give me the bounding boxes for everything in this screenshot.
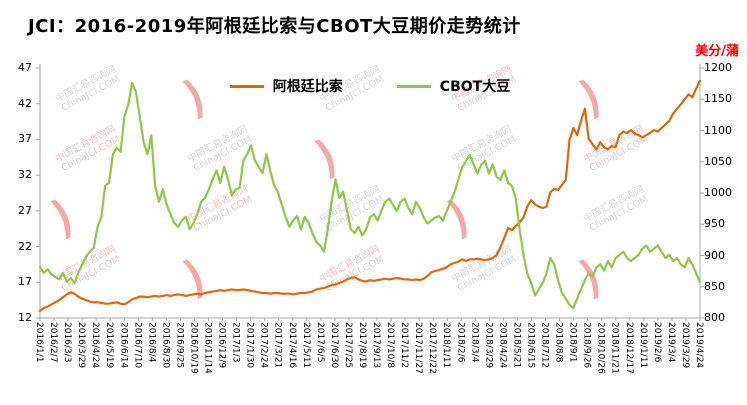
x-axis-tick-label: 2019/1/11 <box>637 322 648 369</box>
x-axis-tick-label: 2016/3/3 <box>62 322 73 363</box>
x-axis-tick-label: 2018/3/4 <box>469 322 480 363</box>
x-axis-tick-label: 2016/9/25 <box>174 322 185 369</box>
x-axis-tick-label: 2019/3/29 <box>679 322 690 369</box>
y-axis-tick-label-right: 1100 <box>704 123 732 137</box>
legend-item-soybean: CBOT大豆 <box>396 76 511 96</box>
x-axis-tick-label: 2018/9/26 <box>581 322 592 369</box>
x-axis-tick-label: 2016/10/19 <box>188 322 199 374</box>
x-axis-tick-label: 2016/4/24 <box>90 322 101 369</box>
x-axis-tick-label: 2018/3/29 <box>483 322 494 369</box>
peso-line-swatch <box>229 84 264 88</box>
x-axis-tick-label: 2017/4/16 <box>286 322 297 369</box>
x-axis-tick-label: 2016/3/29 <box>76 322 87 369</box>
y-axis-tick-label-left: 42 <box>18 96 32 110</box>
x-axis-tick-label: 2018/5/21 <box>511 322 522 369</box>
x-axis-tick-label: 2017/3/21 <box>272 322 283 369</box>
y-axis-tick-label-left: 12 <box>18 311 32 324</box>
x-axis-tick-label: 2017/10/8 <box>385 322 396 369</box>
x-axis-tick-label: 2018/7/12 <box>539 322 550 369</box>
x-axis-tick-label: 2017/2/24 <box>258 322 269 369</box>
y-axis-tick-label-left: 22 <box>18 239 32 253</box>
x-axis-tick-label: 2016/6/14 <box>118 322 129 369</box>
y-axis-tick-label-left: 47 <box>18 61 32 74</box>
right-axis-unit-label: 美分/蒲 <box>695 44 739 59</box>
legend-item-peso: 阿根廷比索 <box>229 76 343 96</box>
y-axis-tick-label-right: 1150 <box>704 92 732 106</box>
x-axis-tick-label: 2016/5/19 <box>104 322 115 369</box>
x-axis-tick-label: 2016/2/7 <box>48 322 59 363</box>
x-axis-tick-label: 2018/8/8 <box>553 322 564 363</box>
x-axis-tick-label: 2016/8/30 <box>160 322 171 369</box>
y-axis-tick-label-right: 1000 <box>704 186 732 199</box>
x-axis-tick-label: 2019/3/4 <box>665 322 676 363</box>
x-axis-tick-label: 2017/6/30 <box>328 322 339 369</box>
x-axis-tick-label: 2017/11/2 <box>399 322 410 369</box>
x-axis-tick-label: 2017/1/30 <box>244 322 255 369</box>
y-axis-tick-label-right: 1050 <box>704 154 732 168</box>
series-line-peso <box>38 79 702 312</box>
x-axis-tick-label: 2016/8/4 <box>146 322 157 363</box>
x-axis-tick-label: 2018/10/26 <box>595 322 606 374</box>
x-axis-tick-label: 2017/5/11 <box>300 322 311 369</box>
x-axis-tick-label: 2017/8/19 <box>356 322 367 369</box>
y-axis-tick-label-right: 850 <box>704 279 725 293</box>
x-axis-tick-label: 2018/2/6 <box>455 322 466 363</box>
x-axis-tick-label: 2017/6/5 <box>314 322 325 363</box>
x-axis-tick-label: 2017/12/22 <box>427 322 438 374</box>
x-axis-tick-label: 2019/2/6 <box>651 322 662 363</box>
x-axis-tick-label: 2018/11/21 <box>609 322 620 374</box>
x-axis-tick-label: 2018/6/15 <box>525 322 536 369</box>
legend-label-soybean: CBOT大豆 <box>439 79 511 95</box>
legend-label-peso: 阿根廷比索 <box>272 79 343 95</box>
x-axis-tick-label: 2018/4/24 <box>497 322 508 369</box>
x-axis-tick-label: 2017/11/27 <box>413 322 424 374</box>
x-axis-tick-label: 2016/7/10 <box>132 322 143 369</box>
x-axis-tick-label: 2018/9/1 <box>567 322 578 363</box>
y-axis-tick-label-left: 17 <box>18 275 32 289</box>
legend: 阿根廷比索 CBOT大豆 <box>170 76 570 96</box>
x-axis-tick-label: 2017/7/25 <box>342 322 353 369</box>
x-axis-tick-label: 2016/12/9 <box>216 322 227 369</box>
y-axis-tick-label-left: 27 <box>18 203 32 217</box>
y-axis-tick-label-right: 900 <box>704 248 725 262</box>
x-axis-tick-label: 2017/1/3 <box>230 322 241 363</box>
x-axis-tick-label: 2017/9/13 <box>371 322 382 369</box>
x-axis-tick-label: 2018/12/17 <box>623 322 634 374</box>
x-axis-tick-label: 2019/4/24 <box>694 322 704 369</box>
x-axis-tick-label: 2018/1/11 <box>441 322 452 369</box>
chart-title: JCI：2016-2019年阿根廷比索与CBOT大豆期价走势统计 <box>28 16 521 37</box>
soybean-line-swatch <box>396 84 431 88</box>
y-axis-tick-label-left: 32 <box>18 168 32 182</box>
y-axis-tick-label-left: 37 <box>18 132 32 146</box>
y-axis-tick-label-right: 800 <box>704 311 725 324</box>
y-axis-tick-label-right: 1200 <box>704 61 732 74</box>
x-axis-tick-label: 2016/1/1 <box>34 322 44 363</box>
y-axis-tick-label-right: 950 <box>704 217 725 231</box>
x-axis-tick-label: 2016/11/14 <box>202 322 213 374</box>
series-line-soybean <box>38 81 702 310</box>
